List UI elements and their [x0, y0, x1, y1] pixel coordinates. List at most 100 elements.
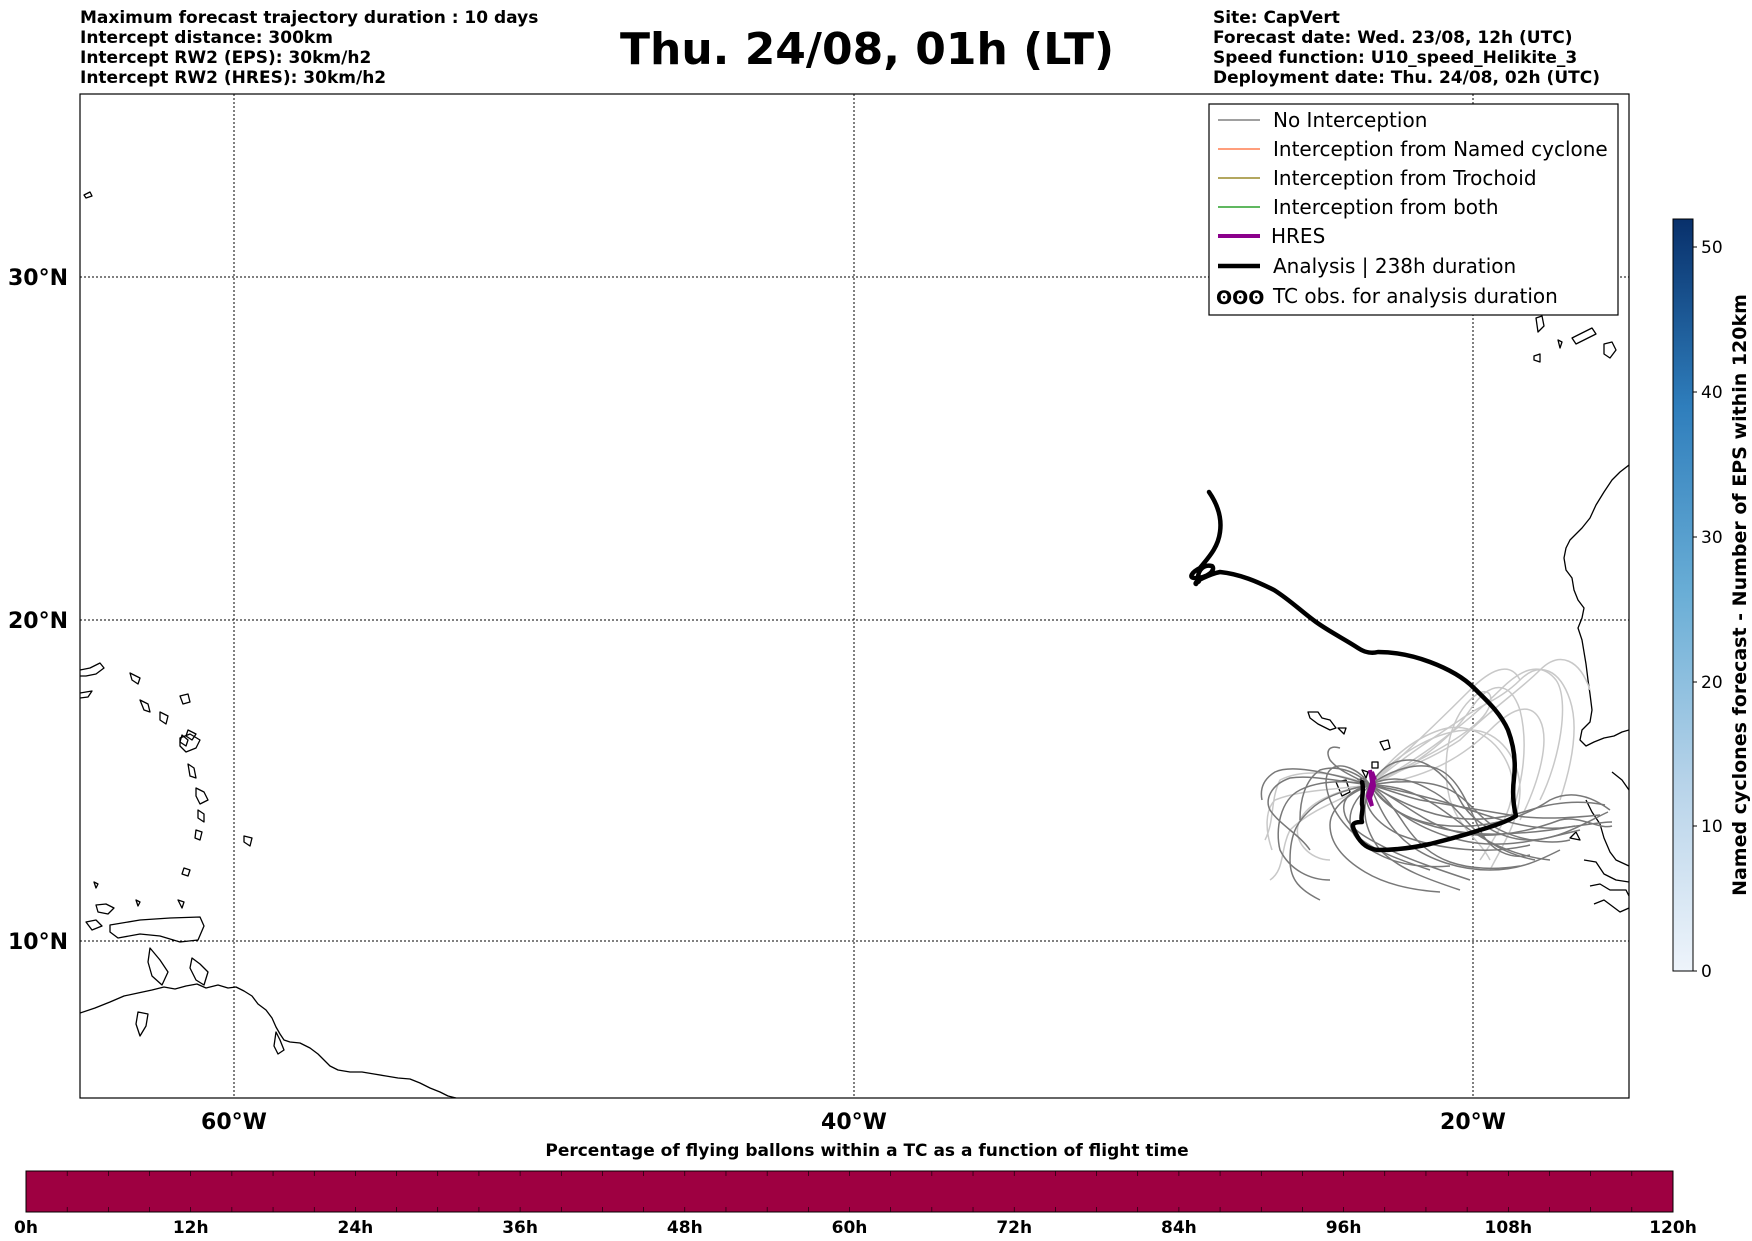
bijagos-island [1569, 831, 1581, 841]
eps-trajectories-no-interception [1260, 746, 1613, 901]
site-line: Site: CapVert [1213, 8, 1340, 28]
param-line: Intercept RW2 (HRES): 30km/h2 [80, 68, 387, 88]
africa-coastline [1563, 464, 1629, 747]
caribbean-island [85, 919, 103, 931]
leeward-island [179, 693, 191, 705]
eps-colorbar-tick: 10 [1701, 817, 1723, 837]
caribbean-island [135, 1011, 149, 1037]
flight-time-colorbar-labels: 0h 12h 24h 36h 48h 60h 72h 84h 96h 108h 120h [14, 1218, 1697, 1238]
grenadines [181, 867, 191, 877]
param-line: Intercept RW2 (EPS): 30km/h2 [80, 48, 372, 68]
flight-time-tick-label: 12h [173, 1218, 209, 1238]
hres-trajectory [1365, 769, 1377, 807]
gambia-coast [1611, 771, 1629, 791]
site-line: Speed function: U10_speed_Helikite_3 [1213, 48, 1578, 68]
canary-island [1571, 327, 1597, 345]
martinique [195, 787, 209, 805]
param-line: Intercept distance: 300km [80, 28, 333, 48]
sierra-leone-coast [1593, 899, 1629, 913]
coastal-island [147, 947, 169, 986]
legend: No Interception Interception from Named … [1208, 103, 1619, 316]
small-island [93, 881, 99, 889]
legend-label: TC obs. for analysis duration [1272, 284, 1558, 308]
site-line: Deployment date: Thu. 24/08, 02h (UTC) [1213, 68, 1600, 88]
barbados [243, 835, 253, 847]
flight-time-tick-label: 84h [1161, 1218, 1197, 1238]
canary-island [1535, 315, 1545, 333]
lat-label-30n: 30°N [8, 266, 68, 291]
guinea-islands [1589, 883, 1629, 897]
st-vincent [194, 829, 203, 841]
site-line: Forecast date: Wed. 23/08, 12h (UTC) [1213, 28, 1573, 48]
leeward-island [179, 734, 189, 747]
canary-island [1603, 341, 1617, 359]
lat-label-10n: 10°N [8, 930, 68, 955]
legend-label: HRES [1271, 224, 1325, 248]
legend-label: No Interception [1273, 108, 1427, 132]
flight-time-tick-label: 120h [1649, 1218, 1697, 1238]
orinoco-delta [273, 1031, 285, 1055]
eps-colorbar-gradient [1672, 218, 1694, 972]
eps-colorbar-tick: 50 [1701, 238, 1723, 258]
south-america-coastline [80, 983, 457, 1098]
guinea-coast [1583, 859, 1629, 883]
eps-colorbar-tick: 0 [1701, 962, 1712, 982]
legend-label: Interception from Named cyclone [1273, 137, 1608, 161]
flight-time-tick-label: 24h [338, 1218, 374, 1238]
cape-verde-boa-vista [1371, 761, 1379, 769]
legend-label: Analysis | 238h duration [1273, 254, 1516, 278]
lon-label-40w: 40°W [821, 1110, 887, 1135]
param-line: Maximum forecast trajectory duration : 1… [80, 8, 539, 28]
eps-colorbar: 0 10 20 30 40 50 Named cyclones forecast… [1672, 218, 1751, 982]
analysis-trajectory [1189, 489, 1519, 853]
graticule [80, 94, 1629, 1098]
page-title: Thu. 24/08, 01h (LT) [620, 24, 1115, 75]
canary-island [1533, 353, 1541, 363]
flight-time-tick-label: 96h [1326, 1218, 1362, 1238]
guinea-bissau-coast [1585, 799, 1629, 867]
flight-time-colorbar-minor-ticks [66, 1171, 1633, 1212]
virgin-islands [80, 690, 93, 699]
st-lucia [197, 809, 205, 823]
cape-verde-sao-vicente [1337, 727, 1347, 735]
legend-item: ʘʘʘ TC obs. for analysis duration [1216, 284, 1558, 309]
eps-colorbar-tick: 20 [1701, 673, 1723, 693]
eps-colorbar-tick: 40 [1701, 383, 1723, 403]
grenada [177, 899, 185, 909]
leeward-island [159, 711, 169, 725]
legend-label: Interception from Trochoid [1273, 166, 1537, 190]
leeward-island [139, 699, 151, 713]
legend-item: HRES [1218, 224, 1325, 248]
legend-item: Interception from Named cyclone [1218, 137, 1608, 161]
small-island [135, 899, 141, 907]
eps-colorbar-ticks [1693, 246, 1697, 972]
flight-time-tick-label: 36h [502, 1218, 538, 1238]
flight-time-colorbar-title: Percentage of flying ballons within a TC… [545, 1141, 1188, 1161]
flight-time-tick-label: 72h [996, 1218, 1032, 1238]
cape-verde-santo-antao [1307, 711, 1337, 731]
flight-time-colorbar: Percentage of flying ballons within a TC… [14, 1141, 1697, 1238]
legend-item: No Interception [1218, 108, 1427, 132]
eps-colorbar-tick: 30 [1701, 528, 1723, 548]
flight-time-tick-label: 0h [14, 1218, 38, 1238]
eps-trajectories [1260, 659, 1613, 901]
dominica [187, 763, 197, 779]
legend-item: Interception from both [1218, 195, 1499, 219]
bermuda [83, 191, 93, 199]
leeward-island [129, 672, 141, 685]
cape-verde-islet [1361, 769, 1369, 779]
puerto-rico [80, 662, 105, 677]
eps-colorbar-title: Named cyclones forecast - Number of EPS … [1729, 294, 1751, 896]
guadeloupe [179, 733, 201, 753]
legend-item: Analysis | 238h duration [1218, 254, 1516, 278]
coastal-island [189, 957, 209, 986]
coastlines [80, 191, 1629, 1098]
guadeloupe [185, 729, 197, 741]
caribbean-island [95, 903, 115, 915]
canary-island [1557, 339, 1563, 349]
lon-label-60w: 60°W [201, 1110, 267, 1135]
flight-time-tick-label: 48h [667, 1218, 703, 1238]
flight-time-tick-label: 108h [1485, 1218, 1533, 1238]
lat-label-20n: 20°N [8, 609, 68, 634]
